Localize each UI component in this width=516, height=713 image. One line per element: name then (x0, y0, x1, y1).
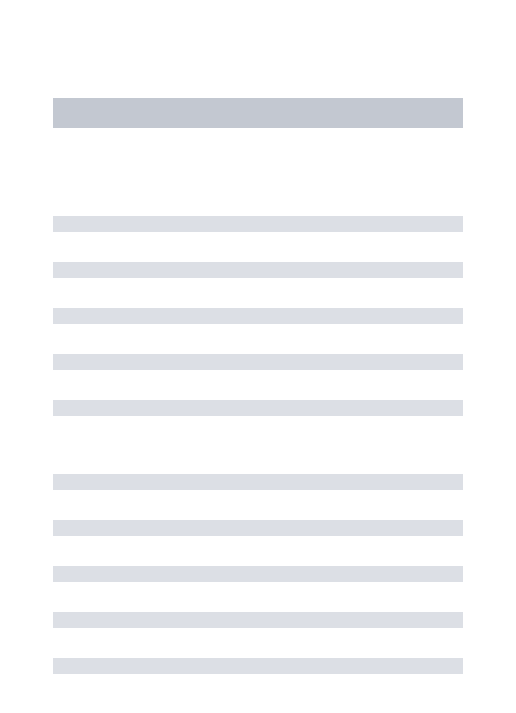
skeleton-header-bar (53, 98, 463, 128)
skeleton-line-group (53, 216, 463, 416)
skeleton-line (53, 262, 463, 278)
skeleton-line (53, 658, 463, 674)
skeleton-line (53, 400, 463, 416)
skeleton-line-group (53, 474, 463, 674)
skeleton-line (53, 474, 463, 490)
skeleton-line (53, 308, 463, 324)
skeleton-line (53, 216, 463, 232)
skeleton-placeholder (0, 0, 516, 674)
skeleton-line (53, 354, 463, 370)
skeleton-line (53, 520, 463, 536)
skeleton-line (53, 612, 463, 628)
skeleton-line (53, 566, 463, 582)
